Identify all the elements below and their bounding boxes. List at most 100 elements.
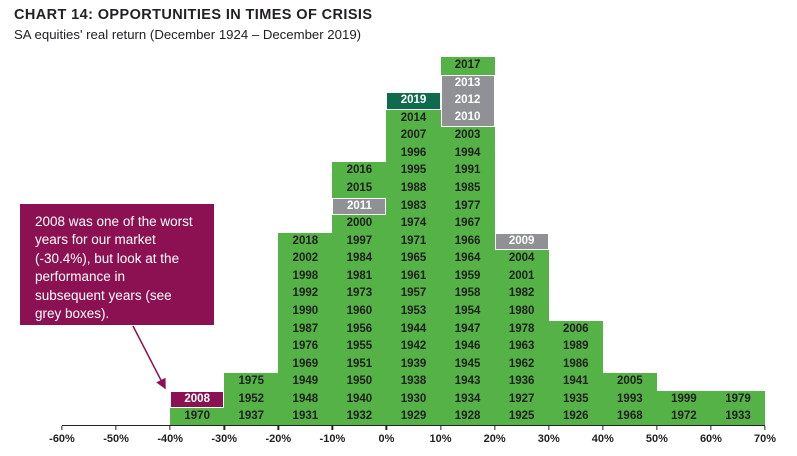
year-cell-1944: 1944 <box>386 320 441 339</box>
x-axis-label: -10% <box>319 433 346 445</box>
year-cell-1993: 1993 <box>602 390 657 409</box>
year-cell-1978: 1978 <box>494 320 549 339</box>
x-axis-tick <box>439 426 442 430</box>
year-cell-1991: 1991 <box>440 162 495 180</box>
year-cell-1945: 1945 <box>440 355 495 374</box>
x-axis-label: 0% <box>378 433 395 445</box>
x-axis-label: -50% <box>103 433 129 445</box>
year-cell-1928: 1928 <box>440 408 495 426</box>
year-cell-2018: 2018 <box>278 232 333 251</box>
x-axis-label: 10% <box>429 433 452 445</box>
year-cell-1986: 1986 <box>548 355 603 374</box>
x-axis-tick <box>602 426 604 430</box>
x-axis-label: 60% <box>699 433 722 445</box>
x-axis-label: -30% <box>211 433 238 445</box>
x-axis-tick <box>710 426 712 430</box>
annotation-arrow <box>132 325 166 390</box>
year-cell-1930: 1930 <box>386 390 441 409</box>
year-cell-2007: 2007 <box>386 127 441 145</box>
annotation-callout: 2008 was one of the worst years for our … <box>20 204 214 325</box>
year-cell-2019: 2019 <box>386 92 441 110</box>
x-axis-tick <box>169 426 171 430</box>
x-axis-tick <box>656 426 658 430</box>
year-cell-1939: 1939 <box>386 355 441 374</box>
year-cell-2016: 2016 <box>332 162 387 180</box>
year-cell-1965: 1965 <box>386 250 441 268</box>
x-axis-tick <box>331 426 334 430</box>
year-cell-2002: 2002 <box>278 250 333 268</box>
year-cell-1941: 1941 <box>548 373 603 391</box>
year-cell-1969: 1969 <box>278 355 333 374</box>
year-cell-2013: 2013 <box>440 74 495 93</box>
x-axis-label: 40% <box>591 433 614 445</box>
year-cell-1954: 1954 <box>440 303 495 321</box>
x-axis-tick <box>493 426 496 430</box>
x-axis-tick <box>115 426 117 430</box>
x-axis-label: -40% <box>157 433 183 445</box>
year-cell-1979: 1979 <box>710 390 766 409</box>
year-cell-1932: 1932 <box>332 408 387 426</box>
year-cell-1982: 1982 <box>494 285 549 303</box>
year-cell-1927: 1927 <box>494 390 549 409</box>
year-cell-1963: 1963 <box>494 338 549 356</box>
year-cell-1936: 1936 <box>494 373 549 391</box>
year-cell-1996: 1996 <box>386 144 441 163</box>
year-cell-2011: 2011 <box>332 197 387 216</box>
year-cell-2010: 2010 <box>440 109 495 128</box>
year-cell-1937: 1937 <box>224 408 279 426</box>
year-cell-2017: 2017 <box>440 57 495 75</box>
year-cell-1988: 1988 <box>386 180 441 198</box>
year-cell-1975: 1975 <box>224 373 279 391</box>
x-axis-label: -60% <box>49 433 75 445</box>
year-cell-1966: 1966 <box>440 232 495 251</box>
year-cell-1934: 1934 <box>440 390 495 409</box>
year-cell-1938: 1938 <box>386 373 441 391</box>
year-cell-1929: 1929 <box>386 408 441 426</box>
year-cell-1949: 1949 <box>278 373 333 391</box>
year-cell-1985: 1985 <box>440 180 495 198</box>
year-cell-1977: 1977 <box>440 197 495 216</box>
year-cell-1998: 1998 <box>278 267 333 286</box>
year-cell-1960: 1960 <box>332 303 387 321</box>
year-cell-2001: 2001 <box>494 267 549 286</box>
year-cell-1935: 1935 <box>548 390 603 409</box>
x-axis-tick <box>277 426 279 430</box>
year-cell-1955: 1955 <box>332 338 387 356</box>
year-cell-1942: 1942 <box>386 338 441 356</box>
year-cell-1925: 1925 <box>494 408 549 426</box>
year-cell-1959: 1959 <box>440 267 495 286</box>
x-axis-tick <box>223 426 225 430</box>
x-axis-tick <box>61 426 63 430</box>
year-cell-1962: 1962 <box>494 355 549 374</box>
x-axis-tick <box>548 426 550 430</box>
year-cell-1999: 1999 <box>656 390 711 409</box>
year-cell-1983: 1983 <box>386 197 441 216</box>
year-cell-1953: 1953 <box>386 303 441 321</box>
year-cell-1952: 1952 <box>224 390 279 409</box>
year-cell-1992: 1992 <box>278 285 333 303</box>
year-cell-1990: 1990 <box>278 303 333 321</box>
year-cell-1995: 1995 <box>386 162 441 180</box>
year-cell-1931: 1931 <box>278 408 333 426</box>
year-cell-1957: 1957 <box>386 285 441 303</box>
year-cell-1994: 1994 <box>440 144 495 163</box>
year-cell-1956: 1956 <box>332 320 387 339</box>
year-cell-2004: 2004 <box>494 250 549 268</box>
x-axis-label: 20% <box>483 433 506 445</box>
year-cell-1973: 1973 <box>332 285 387 303</box>
year-cell-1971: 1971 <box>386 232 441 251</box>
year-cell-1947: 1947 <box>440 320 495 339</box>
chart-subtitle: SA equities' real return (December 1924 … <box>14 27 362 42</box>
year-cell-1946: 1946 <box>440 338 495 356</box>
year-cell-1967: 1967 <box>440 215 495 233</box>
x-axis-tick <box>385 426 388 430</box>
chart-title: CHART 14: OPPORTUNITIES IN TIMES OF CRIS… <box>14 7 373 23</box>
x-axis-label: 70% <box>754 433 777 445</box>
x-axis-tick <box>764 426 766 430</box>
year-cell-1943: 1943 <box>440 373 495 391</box>
x-axis-label: -20% <box>265 433 292 445</box>
year-cell-1948: 1948 <box>278 390 333 409</box>
year-cell-1961: 1961 <box>386 267 441 286</box>
year-cell-1984: 1984 <box>332 250 387 268</box>
